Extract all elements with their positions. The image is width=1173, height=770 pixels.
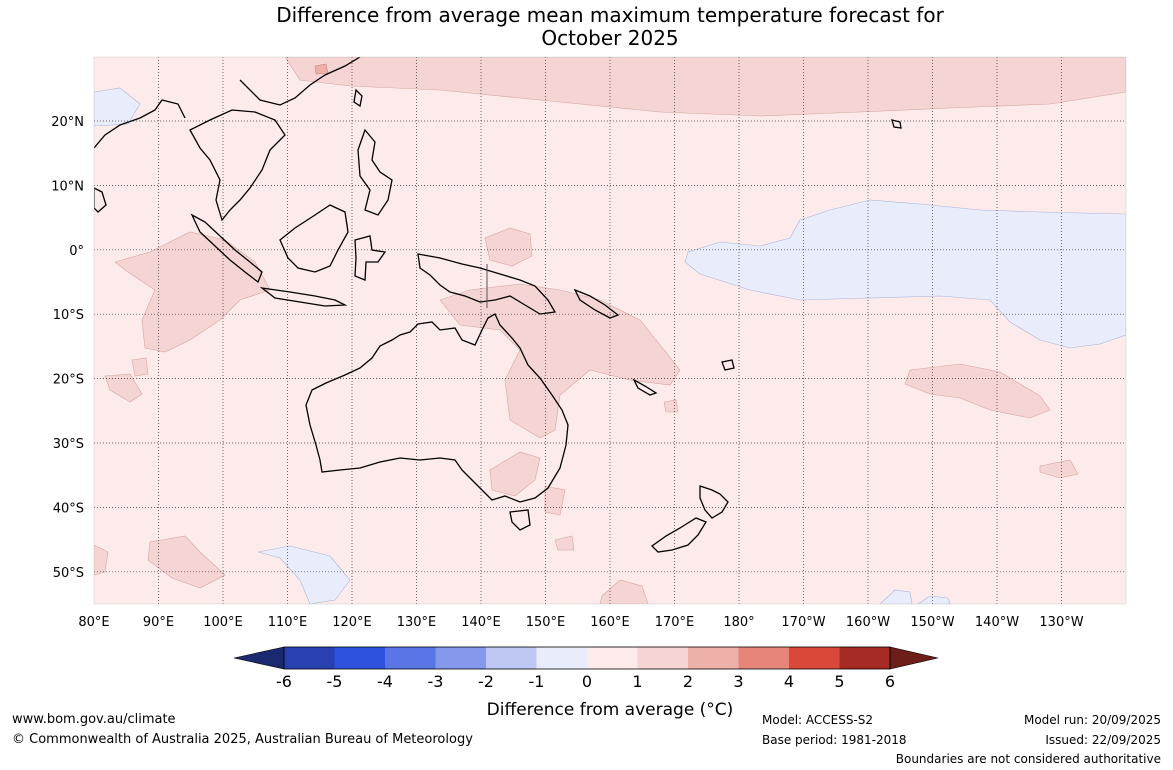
anomaly-region-se-cool (879, 589, 913, 604)
lon-tick-label: 120°E (332, 615, 372, 630)
forecast-map: 80°E 90°E 100°E 110°E 120°E 130°E 140°E 150°E 16… (51, 56, 1127, 630)
lat-tick-label: 0° (69, 244, 84, 259)
anomaly-region-equatorial (484, 227, 533, 267)
lon-tick-label: 140°W (975, 615, 1019, 630)
anomaly-region-se-cool-2 (917, 595, 951, 604)
lon-tick-label: 160°W (846, 615, 890, 630)
anomaly-region-coral-small (663, 399, 679, 413)
anomaly-region-west-edge (94, 544, 109, 576)
lon-tick-label: 170°E (655, 615, 695, 630)
footer-boundaries: Boundaries are not considered authoritat… (895, 752, 1161, 766)
anomaly-region-central-pacific-cool (684, 199, 1126, 349)
coastline-indochina (189, 109, 286, 222)
colorbar-label: Difference from average (°C) (486, 700, 734, 720)
coastline-borneo (279, 204, 349, 273)
coastline-philippines (357, 128, 393, 216)
lon-tick-label: 140°E (461, 615, 501, 630)
lon-tick-label: 130°E (397, 615, 437, 630)
lon-tick-label: 90°E (143, 615, 174, 630)
coastline-nz-north (699, 485, 729, 519)
coastline-sumatra (190, 213, 263, 284)
coastline-sri-lanka (94, 187, 107, 213)
footer-model: Model: ACCESS-S2 (762, 713, 874, 727)
lon-tick-label: 130°W (1039, 615, 1083, 630)
anomaly-region-small (131, 357, 149, 377)
anomaly-region-warm-spot (314, 63, 329, 75)
coastline-taiwan (353, 88, 363, 108)
anomaly-region-south-australia (489, 451, 541, 497)
lat-tick-label: 30°S (53, 437, 84, 452)
lat-tick-label: 50°S (53, 566, 84, 581)
coastline-australia (305, 313, 569, 503)
anomaly-region-coral-sea (439, 283, 681, 439)
lon-tick-label: 150°E (526, 615, 566, 630)
anomaly-region-south-west (104, 373, 143, 403)
anomaly-region-far-east (1039, 459, 1079, 479)
lon-tick-label: 80°E (78, 615, 109, 630)
anomaly-region-southern-cool (257, 545, 351, 604)
lat-tick-label: 10°N (51, 179, 84, 194)
map-title: Difference from average mean maximum tem… (94, 4, 1126, 50)
anomaly-region-south-pacific (904, 363, 1051, 419)
footer-issued: Issued: 22/09/2025 (1045, 733, 1161, 747)
lon-tick-label: 110°E (268, 615, 308, 630)
lon-tick-label: 100°E (203, 615, 243, 630)
lat-tick-label: 40°S (53, 501, 84, 516)
anomaly-regions (94, 57, 1126, 604)
lat-tick-label: 20°S (53, 373, 84, 388)
map-frame (93, 56, 1127, 605)
lon-tick-label: 150°W (910, 615, 954, 630)
title-line-1: Difference from average mean maximum tem… (276, 3, 944, 27)
latitude-labels: 20°N 10°N 0° 10°S 20°S 30°S 40°S 50°S (51, 115, 84, 581)
coastline-fiji (721, 359, 735, 371)
anomaly-region-southern-ocean-west (147, 535, 226, 589)
anomaly-region-south-nz (599, 579, 649, 604)
lon-tick-label: 180° (723, 615, 754, 630)
coastline-tasmania (509, 509, 531, 531)
footer-url[interactable]: www.bom.gov.au/climate (12, 712, 176, 727)
anomaly-region-west-cool (94, 87, 141, 127)
footer-copyright: © Commonwealth of Australia 2025, Austra… (12, 732, 473, 747)
lon-tick-label: 170°W (781, 615, 825, 630)
anomaly-region-north-pacific (284, 57, 1126, 117)
coastline-new-caledonia (632, 378, 658, 396)
coastline-java (259, 287, 348, 307)
coastlines (94, 57, 902, 553)
coastline-solomons (573, 288, 620, 319)
lat-tick-label: 20°N (51, 115, 84, 130)
lat-tick-label: 10°S (53, 308, 84, 323)
coastline-india (94, 99, 186, 149)
title-line-2: October 2025 (541, 26, 679, 50)
coastline-sulawesi (354, 235, 387, 281)
longitude-labels: 80°E 90°E 100°E 110°E 120°E 130°E 140°E 150°E 16… (78, 615, 1083, 630)
footer-base-period: Base period: 1981-2018 (762, 733, 907, 747)
anomaly-region-indian-ocean (114, 231, 271, 353)
coastline-hawaii (891, 119, 902, 129)
coastline-china (239, 57, 361, 106)
anomaly-region-south-se (554, 535, 575, 551)
gridlines (94, 57, 1126, 604)
footer-model-run: Model run: 20/09/2025 (1023, 713, 1161, 727)
lon-tick-label: 160°E (590, 615, 630, 630)
coastline-nz-south (650, 517, 707, 553)
coastline-new-guinea (417, 253, 557, 315)
